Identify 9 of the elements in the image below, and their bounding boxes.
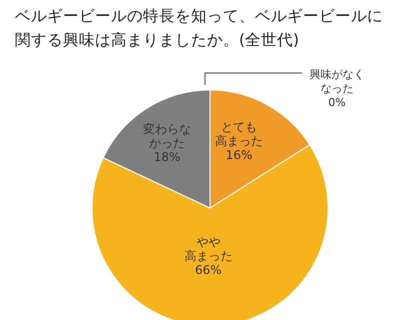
data-label: 66%: [195, 262, 222, 277]
slice-label: とても高まった: [215, 120, 264, 148]
chart-title: ベルギービールの特長を知って、ベルギービールに関する興味は高まりましたか。(全世代): [15, 6, 384, 51]
category-label: 興味がなくなった: [310, 68, 364, 95]
data-label: 18%: [154, 150, 180, 164]
data-label: 16%: [226, 148, 252, 162]
slice-label: やや高まった: [184, 234, 232, 263]
slice-label: 変わらなかった: [143, 122, 192, 150]
text: 0%: [328, 96, 346, 109]
